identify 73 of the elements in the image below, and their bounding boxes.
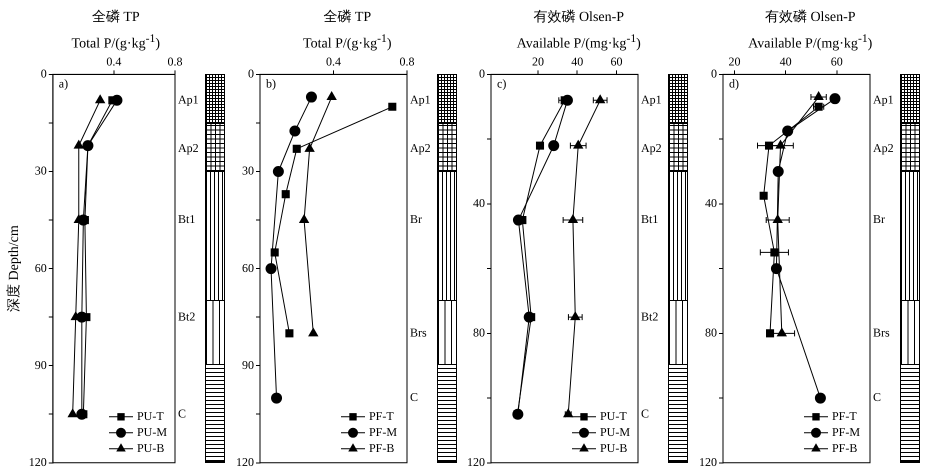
legend-label: PF-M (368, 424, 397, 439)
y-tick-label: 90 (34, 358, 47, 372)
y-tick-label: 0 (710, 66, 716, 81)
x-tick-label: 20 (532, 54, 544, 68)
legend-label: PU-T (137, 408, 164, 423)
text: Bt1 (641, 212, 658, 226)
y-tick-label: 0 (248, 66, 254, 81)
x-tick-label: 40 (779, 54, 792, 68)
x-tick-label: 0.4 (106, 54, 122, 68)
y-axis-title: 深度 Depth/cm (6, 225, 22, 312)
text: C (178, 406, 186, 420)
text: Ap2 (178, 141, 199, 155)
chart-title: 有效磷 Olsen-P (532, 8, 626, 26)
chart-title: 全磷 TP (322, 8, 372, 26)
legend-label: PU-B (137, 440, 164, 455)
x-tick-label: 20 (728, 54, 740, 68)
x-axis-title: Available P/(mg·kg$^{-1}$) (747, 32, 874, 53)
legend-label: PF-B (832, 440, 857, 455)
chart-title: 全磷 TP (90, 8, 141, 26)
y-tick-label: 40 (704, 196, 716, 210)
text: Ap1 (641, 92, 662, 106)
y-tick-label: 0 (40, 66, 47, 81)
legend-label: PF-M (832, 424, 860, 439)
annotation: b) (266, 76, 276, 91)
text: Ap1 (872, 92, 894, 106)
y-tick-label: 30 (34, 164, 47, 178)
y-tick-label: 60 (242, 260, 254, 275)
annotation: c) (497, 76, 506, 91)
legend-label: PU-M (600, 424, 630, 439)
y-tick-label: 120 (698, 454, 716, 469)
x-tick-label: 0.8 (168, 54, 182, 68)
y-tick-label: 120 (236, 454, 254, 469)
annotation: a) (58, 76, 68, 91)
text: Br (410, 212, 422, 226)
y-tick-label: 120 (28, 454, 47, 469)
text: Ap2 (410, 141, 430, 155)
text: C (641, 406, 650, 420)
text: Bt2 (641, 309, 658, 324)
chart-title: 有效磷 Olsen-P (764, 8, 857, 26)
x-tick-label: 60 (610, 54, 622, 68)
text: Bt2 (178, 309, 196, 324)
text: C (872, 390, 881, 404)
text: Bt1 (178, 212, 196, 226)
x-axis-title: Available P/(mg·kg$^{-1}$) (516, 32, 642, 53)
legend-label: PF-T (832, 408, 857, 423)
y-tick-label: 60 (34, 260, 47, 275)
legend-label: PF-B (368, 440, 394, 455)
y-tick-label: 120 (467, 454, 485, 469)
text: Br (872, 212, 885, 226)
annotation: d) (728, 76, 738, 91)
y-tick-label: 30 (242, 164, 254, 178)
x-axis-title: Total P/(g·kg$^{-1}$) (302, 32, 392, 53)
text: Ap1 (410, 92, 430, 106)
text: Brs (410, 325, 426, 340)
text: Ap1 (178, 92, 199, 106)
legend-label: PF-T (368, 408, 394, 423)
y-tick-label: 0 (479, 66, 485, 81)
legend-label: PU-M (137, 424, 168, 439)
legend-label: PU-T (600, 408, 628, 423)
text: Ap2 (872, 141, 894, 155)
text: C (410, 390, 418, 404)
text: Ap2 (641, 141, 662, 155)
x-tick-label: 60 (830, 54, 842, 68)
y-tick-label: 40 (473, 196, 485, 210)
x-tick-label: 0.4 (326, 54, 340, 68)
legend-label: PU-B (600, 440, 628, 455)
x-tick-label: 0.8 (399, 54, 414, 68)
x-tick-label: 40 (571, 54, 584, 68)
y-tick-label: 90 (242, 358, 254, 372)
text: Brs (872, 325, 890, 340)
y-tick-label: 80 (704, 325, 716, 340)
x-axis-title: Total P/(g·kg$^{-1}$) (70, 32, 161, 53)
y-tick-label: 80 (473, 325, 485, 340)
